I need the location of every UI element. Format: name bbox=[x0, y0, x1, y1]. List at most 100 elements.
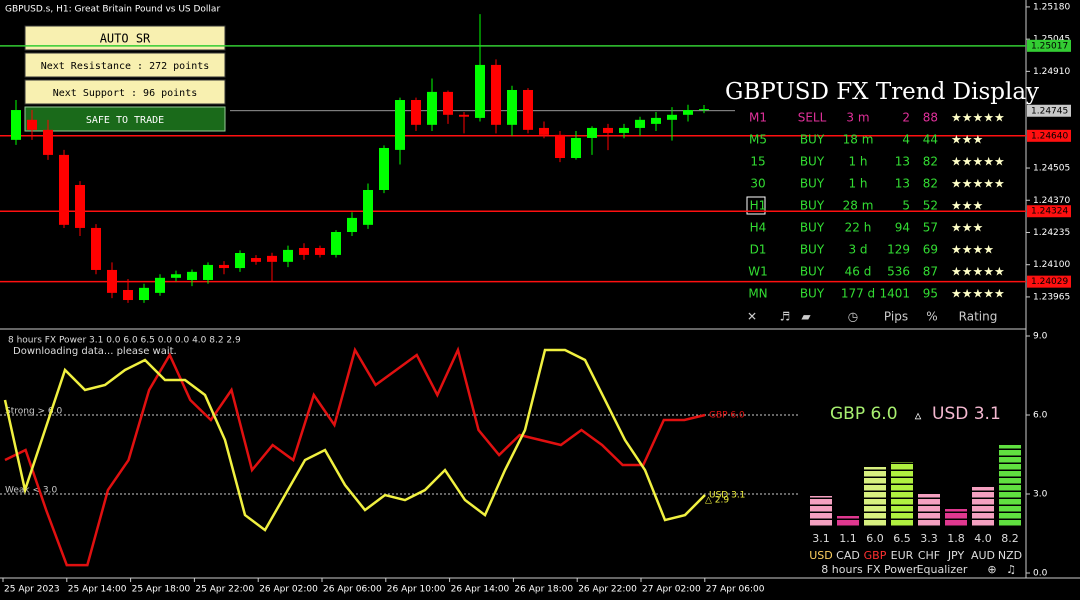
candle-body bbox=[459, 114, 469, 117]
x-tick-label: 26 Apr 14:00 bbox=[451, 585, 510, 595]
trend-pips: 4 bbox=[902, 133, 910, 147]
candle-body bbox=[427, 91, 437, 125]
candle-body bbox=[555, 134, 565, 159]
trend-rating: ★★★★ bbox=[951, 243, 994, 257]
y-tick-label: 6.0 bbox=[1033, 411, 1048, 421]
candle-body bbox=[27, 119, 37, 130]
trend-duration: 22 h bbox=[845, 221, 872, 235]
trend-footer: ♬ bbox=[780, 310, 791, 324]
equalizer-value: 4.0 bbox=[974, 532, 992, 545]
x-tick-label: 25 Apr 18:00 bbox=[132, 585, 191, 595]
y-tick-label: 3.0 bbox=[1033, 490, 1048, 500]
trend-pips: 1401 bbox=[879, 287, 910, 301]
level-tag bbox=[1027, 205, 1071, 218]
equalizer-bar bbox=[945, 509, 967, 527]
y-tick-label: 1.24100 bbox=[1033, 260, 1070, 270]
candle-body bbox=[667, 114, 677, 120]
level-tag bbox=[1027, 39, 1071, 52]
candle-body bbox=[203, 264, 213, 280]
trend-footer: Rating bbox=[959, 310, 998, 324]
trend-pips: 129 bbox=[887, 243, 910, 257]
x-tick-label: 26 Apr 02:00 bbox=[259, 585, 318, 595]
equalizer-value: 6.0 bbox=[866, 532, 884, 545]
candle-body bbox=[219, 264, 229, 269]
candle-body bbox=[283, 249, 293, 262]
trend-rating: ★★★ bbox=[951, 199, 983, 213]
equalizer-value: 8.2 bbox=[1001, 532, 1019, 545]
candle-body bbox=[475, 64, 485, 118]
trend-rating: ★★★★★ bbox=[951, 155, 1005, 169]
trend-signal: BUY bbox=[800, 133, 825, 147]
trend-footer: % bbox=[926, 310, 937, 324]
trend-footer: Pips bbox=[884, 310, 908, 324]
equalizer-value: 3.3 bbox=[920, 532, 938, 545]
trend-tf: MN bbox=[748, 287, 767, 301]
trend-tf: 15 bbox=[750, 155, 765, 169]
level-label: 1.24324 bbox=[1031, 207, 1068, 217]
trend-pips: 13 bbox=[895, 177, 910, 191]
x-tick-label: 25 Apr 14:00 bbox=[68, 585, 127, 595]
candle-body bbox=[251, 258, 261, 262]
trend-pips: 5 bbox=[902, 199, 910, 213]
resistance-box bbox=[24, 52, 226, 78]
currency: JPY bbox=[947, 549, 965, 562]
trend-duration: 1 h bbox=[848, 155, 867, 169]
trend-tf: H1 bbox=[750, 199, 767, 213]
current-label: 1.24745 bbox=[1031, 106, 1068, 116]
equalizer-bar bbox=[891, 462, 913, 527]
candle-body bbox=[651, 117, 661, 124]
candle-body bbox=[75, 184, 85, 228]
currency: CHF bbox=[918, 549, 940, 562]
candle-body bbox=[11, 110, 21, 140]
power-level-label: Strong > 6.0 bbox=[5, 407, 63, 417]
candle-body bbox=[299, 247, 309, 255]
display-symbol: ▵ bbox=[915, 409, 922, 424]
y-tick-label: 1.24505 bbox=[1033, 164, 1070, 174]
candle-body bbox=[347, 217, 357, 233]
trend-rating: ★★★★★ bbox=[951, 287, 1005, 301]
power-status: Downloading data... please wait. bbox=[13, 346, 177, 357]
next-support: Next Support : 96 points bbox=[53, 88, 198, 99]
trend-footer: ◷ bbox=[848, 310, 859, 324]
equalizer-bar bbox=[810, 496, 832, 527]
candle-body bbox=[107, 269, 117, 293]
display-quote: USD 3.1 bbox=[932, 404, 1001, 424]
y-tick-label: 1.25180 bbox=[1033, 2, 1070, 12]
trend-signal: BUY bbox=[800, 265, 825, 279]
equalizer-value: 1.1 bbox=[839, 532, 857, 545]
candle-body bbox=[539, 127, 549, 135]
currency: EUR bbox=[891, 549, 914, 562]
trend-signal: BUY bbox=[800, 155, 825, 169]
trend-rating: ★★★★★ bbox=[951, 265, 1005, 279]
candle-body bbox=[171, 274, 181, 278]
candle-body bbox=[315, 247, 325, 255]
trend-footer: ▰ bbox=[801, 310, 811, 324]
power-title: 8 hours FX Power 3.1 0.0 6.0 6.5 0.0 0.0… bbox=[8, 336, 241, 346]
equalizer-bar bbox=[837, 516, 859, 527]
trade-status: SAFE TO TRADE bbox=[86, 115, 164, 126]
candle-body bbox=[491, 64, 501, 125]
x-tick-label: 26 Apr 06:00 bbox=[323, 585, 382, 595]
equalizer-bar bbox=[999, 445, 1021, 527]
equalizer-footer: ♫ bbox=[1006, 563, 1016, 576]
power-line bbox=[4, 346, 706, 567]
candle-body bbox=[603, 127, 613, 133]
x-tick-label: 25 Apr 2023 bbox=[4, 585, 60, 595]
series-label: USD 3.1 bbox=[709, 491, 745, 501]
candle-body bbox=[619, 127, 629, 133]
trend-duration: 1 h bbox=[848, 177, 867, 191]
trend-duration: 18 m bbox=[843, 133, 874, 147]
x-tick-label: 27 Apr 06:00 bbox=[706, 585, 765, 595]
currency: USD bbox=[809, 549, 833, 562]
next-resistance: Next Resistance : 272 points bbox=[41, 61, 210, 72]
selected-timeframe-box bbox=[746, 196, 766, 215]
x-tick-label: 27 Apr 02:00 bbox=[642, 585, 701, 595]
trend-pips: 536 bbox=[887, 265, 910, 279]
trend-signal: BUY bbox=[800, 221, 825, 235]
candle-body bbox=[443, 91, 453, 115]
trend-percent: 95 bbox=[923, 287, 938, 301]
level-tag bbox=[1027, 275, 1071, 288]
currency: NZD bbox=[998, 549, 1022, 562]
trend-duration: 46 d bbox=[845, 265, 872, 279]
currency: GBP bbox=[864, 549, 887, 562]
